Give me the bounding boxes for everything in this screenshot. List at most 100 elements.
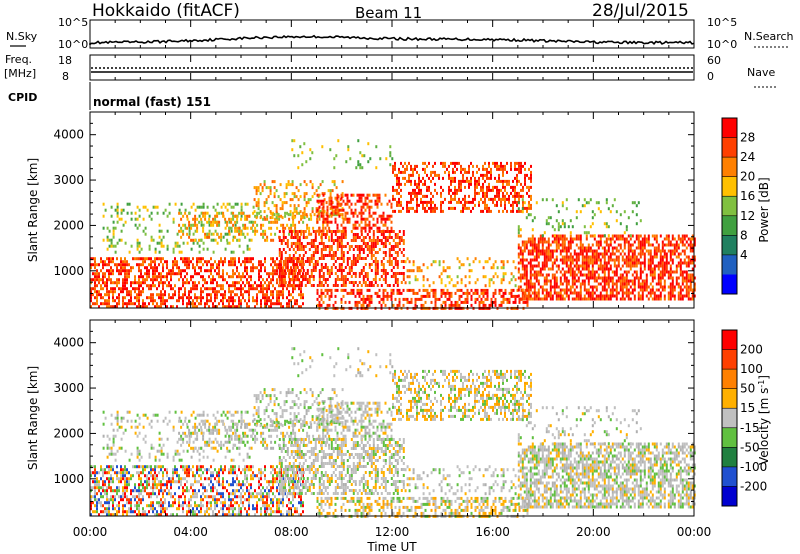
echo-cell bbox=[370, 245, 373, 248]
echo-cell bbox=[234, 272, 236, 276]
echo-cell bbox=[440, 191, 442, 195]
echo-cell bbox=[641, 294, 644, 298]
echo-cell bbox=[312, 278, 315, 281]
echo-cell bbox=[651, 276, 654, 280]
echo-cell bbox=[669, 297, 672, 301]
echo-cell bbox=[555, 279, 558, 283]
echo-cell bbox=[302, 211, 305, 215]
echo-cell bbox=[380, 297, 383, 301]
echo-cell bbox=[348, 266, 351, 269]
echo-cell bbox=[376, 205, 379, 209]
echo-cell bbox=[384, 294, 387, 298]
echo-cell bbox=[476, 191, 478, 195]
echo-cell bbox=[212, 281, 214, 285]
echo-cell bbox=[124, 287, 126, 291]
echo-cell bbox=[428, 185, 430, 189]
echo-cell bbox=[482, 266, 485, 270]
echo-cell bbox=[352, 211, 355, 215]
echo-cell bbox=[535, 279, 538, 283]
echo-cell bbox=[545, 252, 548, 256]
echo-cell bbox=[514, 197, 516, 201]
echo-cell bbox=[683, 252, 686, 256]
echo-cell bbox=[577, 267, 580, 271]
echo-cell bbox=[366, 294, 369, 298]
echo-cell bbox=[106, 290, 108, 294]
echo-cell bbox=[496, 188, 498, 192]
echo-cell bbox=[492, 275, 495, 279]
echo-cell bbox=[448, 266, 451, 270]
echo-cell bbox=[226, 202, 229, 206]
echo-cell bbox=[216, 305, 218, 309]
echo-cell bbox=[518, 164, 520, 168]
echo-cell bbox=[615, 264, 618, 268]
echo-cell bbox=[502, 182, 504, 186]
echo-cell bbox=[308, 248, 311, 251]
echo-cell bbox=[571, 261, 574, 265]
echo-cell bbox=[292, 254, 295, 257]
echo-cell bbox=[464, 206, 466, 210]
echo-cell bbox=[316, 251, 319, 254]
echo-cell bbox=[466, 200, 468, 204]
echo-cell bbox=[160, 257, 162, 261]
echo-cell bbox=[547, 291, 550, 295]
echo-cell bbox=[384, 193, 387, 197]
echo-cell bbox=[482, 167, 484, 171]
echo-cell bbox=[372, 233, 375, 236]
echo-cell bbox=[537, 282, 540, 286]
echo-cell bbox=[294, 236, 297, 239]
echo-cell bbox=[110, 278, 112, 282]
echo-cell bbox=[322, 223, 325, 227]
echo-cell bbox=[444, 300, 447, 304]
echo-cell bbox=[100, 293, 102, 297]
echo-cell bbox=[488, 182, 490, 186]
echo-cell bbox=[212, 217, 215, 221]
echo-cell bbox=[523, 294, 526, 298]
echo-cell bbox=[116, 296, 118, 300]
echo-cell bbox=[293, 210, 296, 214]
echo-cell bbox=[412, 263, 415, 267]
echo-cell bbox=[545, 264, 548, 268]
echo-cell bbox=[275, 189, 278, 193]
echo-cell bbox=[186, 272, 188, 276]
echo-cell bbox=[524, 167, 526, 171]
echo-cell bbox=[272, 257, 274, 261]
echo-cell bbox=[120, 217, 123, 221]
echo-cell bbox=[428, 188, 430, 192]
echo-cell bbox=[204, 260, 206, 264]
echo-cell bbox=[434, 170, 436, 174]
echo-cell bbox=[354, 202, 357, 206]
echo-cell bbox=[124, 278, 126, 282]
echo-cell bbox=[667, 243, 670, 247]
echo-cell bbox=[94, 260, 96, 264]
echo-cell bbox=[559, 291, 562, 295]
echo-cell bbox=[322, 291, 325, 295]
echo-cell bbox=[663, 261, 666, 265]
echo-cell bbox=[282, 236, 285, 239]
echo-cell bbox=[557, 210, 560, 214]
echo-cell bbox=[210, 278, 212, 282]
echo-cell bbox=[326, 288, 329, 292]
echo-cell bbox=[657, 294, 660, 298]
echo-cell bbox=[526, 191, 528, 195]
echo-cell bbox=[615, 273, 618, 277]
echo-cell bbox=[519, 297, 522, 301]
echo-cell bbox=[208, 305, 210, 309]
noise-tick-low-left: 10^0 bbox=[58, 38, 88, 51]
echo-cell bbox=[156, 302, 158, 306]
echo-cell bbox=[116, 214, 119, 218]
echo-cell bbox=[334, 208, 337, 212]
echo-cell bbox=[124, 284, 126, 288]
echo-cell bbox=[456, 281, 459, 285]
echo-cell bbox=[104, 293, 106, 297]
echo-cell bbox=[525, 240, 528, 244]
echo-cell bbox=[388, 254, 391, 257]
echo-cell bbox=[396, 251, 399, 254]
echo-cell bbox=[300, 248, 303, 251]
echo-cell bbox=[232, 281, 234, 285]
echo-cell bbox=[366, 284, 369, 287]
echo-cell bbox=[296, 266, 299, 269]
echo-cell bbox=[356, 288, 359, 292]
echo-cell bbox=[366, 272, 369, 275]
echo-cell bbox=[279, 183, 282, 187]
echo-cell bbox=[530, 206, 532, 210]
